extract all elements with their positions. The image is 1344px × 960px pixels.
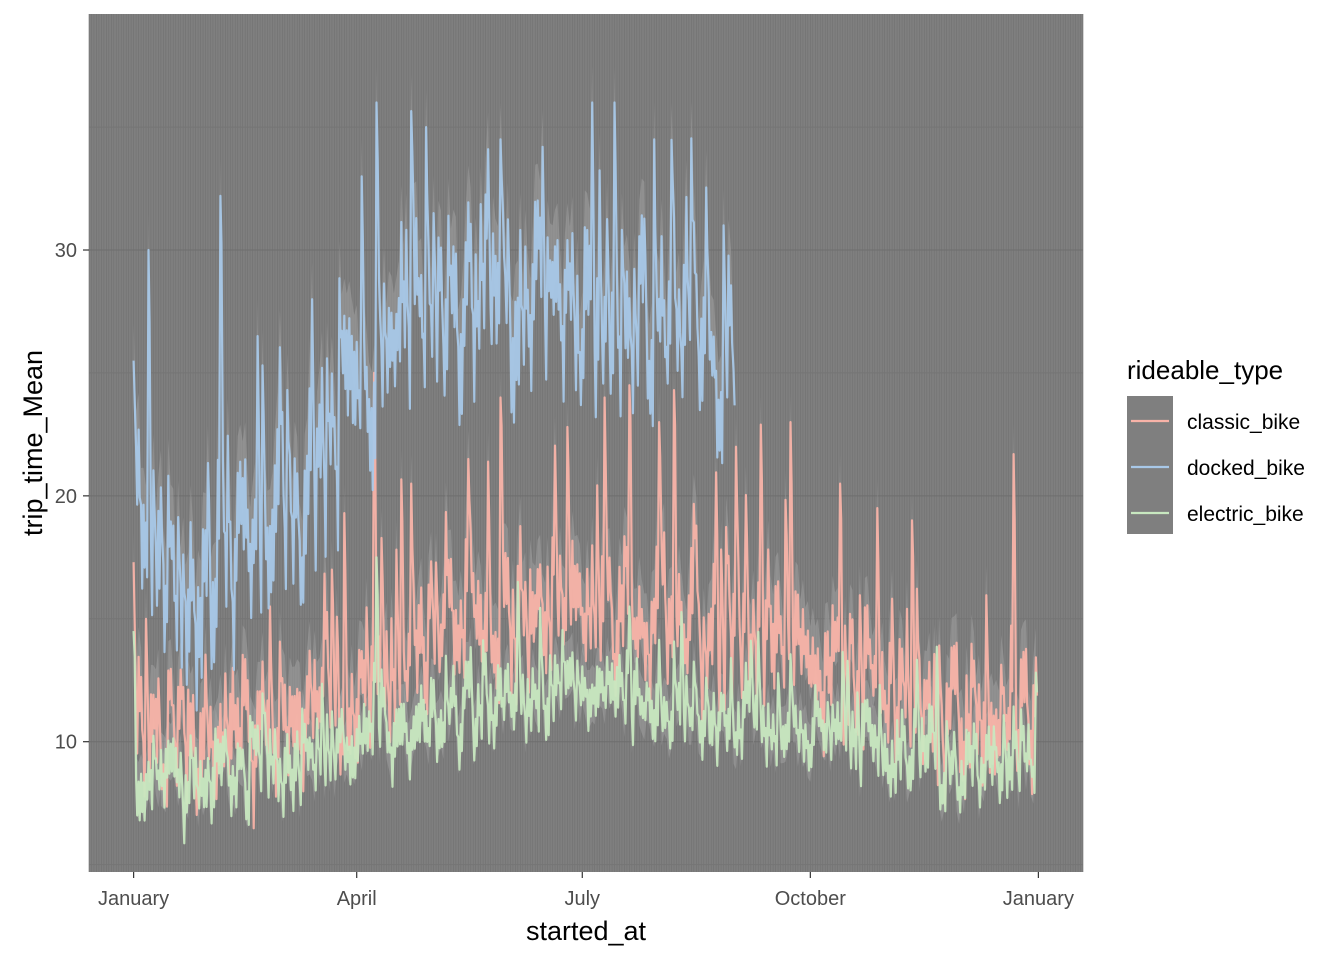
legend: rideable_type classic_bike docked_bikeele… (1127, 355, 1305, 534)
series-lines (132, 101, 1039, 845)
legend-key-background (1127, 396, 1173, 534)
y-axis-title: trip_time_Mean (18, 350, 48, 536)
electric_bike-line (132, 556, 1039, 845)
x-tick-label: April (337, 888, 377, 910)
x-axis-title: started_at (526, 916, 647, 946)
classic_bike-legend-label: classic_bike (1187, 411, 1300, 434)
y-axis: 10 20 30 (55, 240, 89, 754)
electric_bike-legend-label: electric_bike (1187, 503, 1304, 526)
classic_bike-range-band (133, 343, 1036, 814)
x-tick-label: October (775, 888, 846, 910)
classic_bike-line (132, 371, 1039, 830)
legend-title: rideable_type (1127, 355, 1283, 385)
x-tick-label: January (98, 888, 169, 910)
x-tick-label: July (564, 888, 600, 910)
y-tick-label: 10 (55, 732, 77, 754)
docked_bike-line (132, 101, 736, 712)
x-tick-label: January (1003, 888, 1074, 910)
y-tick-label: 30 (55, 240, 77, 262)
y-tick-label: 20 (55, 486, 77, 508)
docked_bike-legend-label: docked_bike (1187, 457, 1305, 480)
x-axis: January April July October January (98, 872, 1074, 910)
